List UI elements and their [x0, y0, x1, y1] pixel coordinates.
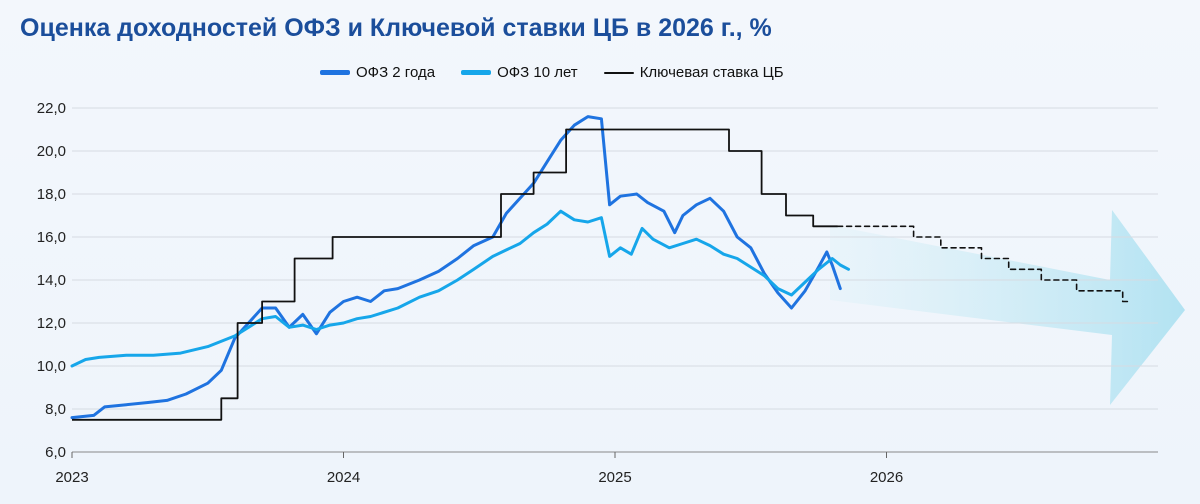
y-tick-label: 10,0 — [37, 358, 66, 375]
y-tick-label: 16,0 — [37, 229, 66, 246]
y-tick-label: 14,0 — [37, 272, 66, 289]
y-tick-label: 18,0 — [37, 186, 66, 203]
forecast-arrow — [830, 210, 1185, 405]
legend-item-ofz-10y: ОФЗ 10 лет — [461, 64, 578, 81]
series-line-ofz-10y — [70, 209, 850, 368]
y-tick-label: 20,0 — [37, 143, 66, 160]
x-tick-label: 2025 — [598, 469, 631, 486]
x-tick-label: 2023 — [55, 469, 88, 486]
x-tick-label: 2026 — [870, 469, 903, 486]
legend-label-ofz-2y: ОФЗ 2 года — [356, 64, 436, 81]
legend-label-ofz-10y: ОФЗ 10 лет — [497, 64, 578, 81]
chart-legend: ОФЗ 2 года ОФЗ 10 лет Ключевая ставка ЦБ — [320, 64, 784, 81]
legend-swatch-key-rate — [603, 71, 634, 74]
legend-label-key-rate: Ключевая ставка ЦБ — [639, 64, 784, 81]
series-line-ofz-2y — [70, 115, 842, 420]
y-tick-label: 8,0 — [45, 401, 66, 418]
y-tick-label: 22,0 — [37, 100, 66, 117]
legend-swatch-ofz-2y — [320, 70, 350, 75]
series-line-key-rate — [72, 128, 838, 421]
y-tick-label: 6,0 — [45, 444, 66, 461]
y-tick-label: 12,0 — [37, 315, 66, 332]
series-line-key-rate-forecast — [836, 225, 1132, 303]
legend-item-key-rate: Ключевая ставка ЦБ — [603, 64, 784, 81]
x-tick-label: 2024 — [327, 469, 360, 486]
legend-item-ofz-2y: ОФЗ 2 года — [320, 64, 435, 81]
chart-title: Оценка доходностей ОФЗ и Ключевой ставки… — [20, 14, 772, 42]
legend-swatch-ofz-10y — [461, 70, 492, 75]
